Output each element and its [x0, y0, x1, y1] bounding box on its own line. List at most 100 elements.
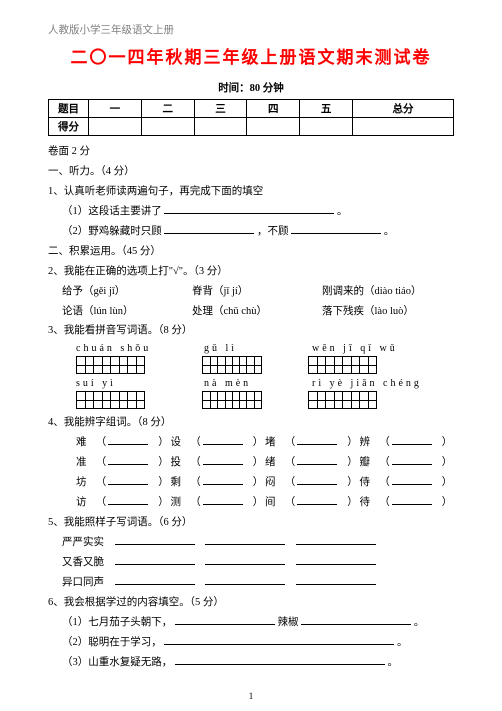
q5-word: 严严实实: [62, 537, 104, 548]
paren-left: （: [378, 433, 392, 453]
q4-cell: 绪（）: [265, 453, 360, 473]
paren-right: ）: [440, 493, 454, 513]
q4-char: 闷: [265, 473, 283, 493]
q1: 1、认真听老师读两遍句子，再完成下面的填空: [48, 182, 454, 202]
paren-left: （: [283, 473, 297, 493]
paren-right: ）: [251, 433, 265, 453]
score-col: 总分: [352, 100, 453, 118]
q4-row: 难（）设（）堵（）辨（）: [48, 433, 454, 453]
blank: [297, 454, 337, 465]
q1a-end: 。: [337, 206, 348, 217]
tianzige: [76, 356, 156, 374]
paren-right: ）: [346, 433, 360, 453]
score-cell: [247, 118, 300, 136]
q4-grid: 难（）设（）堵（）辨（）准（）投（）绪（）瓣（）坊（）剩（）闷（）侍（）访（）测…: [48, 433, 454, 513]
blank: [296, 534, 376, 545]
q5-word: 又香又脆: [62, 557, 104, 568]
q1a: （1）这段话主要讲了 。: [48, 202, 454, 222]
q4-cell: 侍（）: [360, 473, 455, 493]
q4-char: 剩: [171, 473, 189, 493]
paren-left: （: [378, 493, 392, 513]
score-col: 三: [194, 100, 247, 118]
score-col: 二: [141, 100, 194, 118]
q2: 2、我能在正确的选项上打"√"。（3 分）: [48, 262, 454, 282]
q4-row: 访（）测（）间（）待（）: [48, 493, 454, 513]
q4-char: 访: [76, 493, 94, 513]
q4-char: 辨: [360, 433, 378, 453]
score-row-label: 题目: [49, 100, 89, 118]
score-cell: [300, 118, 353, 136]
blank: [392, 494, 432, 505]
q2-row: 论语（lún lùn） 处理（chǔ chù） 落下残疾（lào luò）: [48, 302, 454, 322]
q5-row: 严严实实: [48, 533, 454, 553]
q4-cell: 准（）: [76, 453, 171, 473]
blank: [115, 554, 195, 565]
q4-cell: 投（ ）: [171, 453, 266, 473]
pinyin: rì yè jiān chéng: [312, 378, 422, 389]
q2-item: 刚调来的（diào tiáo）: [322, 282, 421, 302]
paren-left: （: [189, 433, 203, 453]
q6: 6、我会根据学过的内容填空。（5 分）: [48, 593, 454, 613]
score-table: 题目 一 二 三 四 五 总分 得分: [48, 99, 454, 136]
paren-right: ）: [440, 433, 454, 453]
q4-char: 绪: [265, 453, 283, 473]
paren-right: ）: [157, 473, 171, 493]
q4-char: 准: [76, 453, 94, 473]
q4-char: 待: [360, 493, 378, 513]
q6a: （1）七月茄子头朝下， 辣椒 。: [48, 613, 454, 633]
q4-cell: 难（）: [76, 433, 171, 453]
q4-char: 投: [171, 453, 189, 473]
blank: [175, 614, 275, 625]
section-1-heading: 一、听力。（4 分）: [48, 162, 454, 182]
q4-char: 测: [171, 493, 189, 513]
q4-cell: 访（）: [76, 493, 171, 513]
q6b: （2）聪明在于学习， 。: [48, 633, 454, 653]
paren-right: ）: [251, 493, 265, 513]
q4-cell: 剩（）: [171, 473, 266, 493]
q1b-text-b: ，不顾: [257, 226, 289, 237]
pinyin: nà mèn: [204, 378, 264, 389]
score-cell: [194, 118, 247, 136]
q2-row: 给予（gěi jǐ） 脊背（jǐ jí） 刚调来的（diào tiáo）: [48, 282, 454, 302]
q6a-text-c: 。: [414, 617, 425, 628]
paren-right: ）: [346, 473, 360, 493]
score-cell: [141, 118, 194, 136]
q4-row: 准（）投（）绪（）瓣（）: [48, 453, 454, 473]
blank: [164, 634, 394, 645]
blank: [297, 494, 337, 505]
q5: 5、我能照样子写词语。（6 分）: [48, 513, 454, 533]
paren-right: ）: [346, 493, 360, 513]
tianzige: [308, 356, 377, 374]
q4-cell: 待（ ）: [360, 493, 455, 513]
paren-left: （: [94, 453, 108, 473]
tianzige-row: [48, 356, 454, 374]
pinyin-row: suí yì nà mèn rì yè jiān chéng: [48, 378, 454, 389]
paren-left: （: [378, 453, 392, 473]
paren-right: ）: [251, 453, 265, 473]
blank: [296, 554, 376, 565]
paren-left: （: [283, 493, 297, 513]
paren-left: （: [189, 473, 203, 493]
paren-right: ）: [440, 473, 454, 493]
q2-item: 落下残疾（lào luò）: [322, 302, 414, 322]
blank: [203, 474, 243, 485]
paren-left: （: [94, 493, 108, 513]
blank: [205, 574, 285, 585]
paren-left: （: [94, 473, 108, 493]
blank: [108, 494, 148, 505]
pinyin: suí yì: [76, 378, 156, 389]
blank: [392, 454, 432, 465]
blank: [115, 534, 195, 545]
q5-row: 异口同声: [48, 573, 454, 593]
q2-item: 处理（chǔ chù）: [192, 302, 322, 322]
blank: [175, 654, 385, 665]
q4-char: 坊: [76, 473, 94, 493]
pinyin: chuán shǒu: [76, 343, 156, 354]
pinyin: wēn jī qǐ wǔ: [312, 343, 398, 354]
paren-left: （: [189, 453, 203, 473]
q4-cell: 堵（）: [265, 433, 360, 453]
pinyin-row: chuán shǒu gǔ lì wēn jī qǐ wǔ: [48, 343, 454, 354]
q2-item: 论语（lún lùn）: [62, 302, 192, 322]
blank: [392, 474, 432, 485]
paren-left: （: [283, 453, 297, 473]
